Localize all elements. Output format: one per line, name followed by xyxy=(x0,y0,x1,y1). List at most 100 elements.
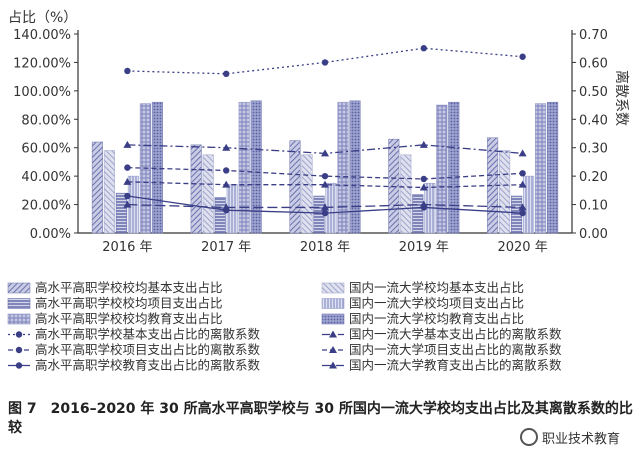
wechat-icon xyxy=(520,428,538,446)
legend-swatch xyxy=(321,298,345,309)
bar xyxy=(349,100,361,234)
bar xyxy=(91,141,103,234)
y-axis-label: 占比（%） xyxy=(8,10,77,26)
line-point xyxy=(419,200,428,208)
line-series xyxy=(127,47,523,75)
legend-label: 高水平高职学校基本支出占比的离散系数 xyxy=(35,327,261,342)
y-tick-label: 100.00% xyxy=(13,85,71,100)
legend-label: 国内一流大学教育支出占比的离散系数 xyxy=(349,358,562,373)
legend-label: 国内一流大学项目支出占比的离散系数 xyxy=(349,342,562,357)
line-series-group xyxy=(123,45,527,217)
line-point xyxy=(321,203,329,211)
legend-label: 高水平高职学校校均基本支出占比 xyxy=(35,280,223,295)
line-point xyxy=(321,149,329,157)
bar xyxy=(289,140,301,234)
legend-label: 国内一流大学校均项目支出占比 xyxy=(349,296,524,311)
bar xyxy=(250,100,262,234)
y-tick-label: 20.00% xyxy=(21,199,71,214)
line-point xyxy=(329,361,337,369)
bar xyxy=(523,175,535,234)
y2-tick-label: 0.00 xyxy=(579,227,608,242)
line-point xyxy=(419,140,428,148)
y2-tick-label: 0.60 xyxy=(579,56,608,71)
legend-swatch xyxy=(321,313,345,325)
line-point xyxy=(419,183,428,191)
bar xyxy=(436,104,448,234)
y-tick-label: 60.00% xyxy=(21,142,71,157)
watermark: 职业技术教育 xyxy=(520,428,620,447)
legend-label: 国内一流大学基本支出占比的离散系数 xyxy=(349,327,562,342)
bar xyxy=(535,103,547,234)
line-series xyxy=(127,166,523,180)
bar xyxy=(547,101,559,234)
bar xyxy=(412,194,424,234)
line-point xyxy=(321,209,329,217)
x-tick-label: 2018 年 xyxy=(300,240,350,255)
line-point xyxy=(222,143,231,151)
x-tick-label: 2016 年 xyxy=(102,240,152,255)
line-point xyxy=(124,164,131,171)
y2-tick-label: 0.40 xyxy=(579,113,608,128)
y2-tick-label: 0.50 xyxy=(579,85,608,100)
y-tick-label: 0.00% xyxy=(30,227,71,242)
legend-label: 国内一流大学校均教育支出占比 xyxy=(349,311,524,326)
line-point xyxy=(123,177,132,185)
y2-tick-label: 0.10 xyxy=(579,199,608,214)
legend-swatch xyxy=(7,298,31,309)
legend-label: 国内一流大学校均基本支出占比 xyxy=(349,280,524,295)
bar xyxy=(238,101,250,234)
line-point xyxy=(124,192,131,200)
bar xyxy=(202,154,214,234)
watermark-text: 职业技术教育 xyxy=(542,432,621,447)
line-point xyxy=(518,180,527,188)
line-point xyxy=(321,180,329,188)
x-tick-label: 2020 年 xyxy=(497,240,547,255)
legend-label: 高水平高职学校校均教育支出占比 xyxy=(35,311,223,326)
bar xyxy=(499,150,511,234)
legend-swatch xyxy=(7,313,31,325)
legend-swatch xyxy=(321,282,345,294)
line-point xyxy=(15,362,23,369)
line-series xyxy=(127,181,523,189)
line-point xyxy=(123,200,132,208)
bar xyxy=(103,150,115,234)
line-point xyxy=(519,170,526,177)
y2-tick-label: 0.20 xyxy=(579,170,608,185)
line-point xyxy=(321,172,329,180)
line-point xyxy=(223,70,230,78)
bar xyxy=(190,144,202,234)
y-tick-label: 120.00% xyxy=(13,56,71,71)
y2-axis-label: 离散系数 xyxy=(613,70,630,126)
y-tick-label: 80.00% xyxy=(21,113,71,128)
line-point xyxy=(518,203,527,211)
x-tick-label: 2017 年 xyxy=(201,240,251,255)
line-point xyxy=(519,53,526,60)
legend-label: 高水平高职学校项目支出占比的离散系数 xyxy=(35,342,261,357)
line-point xyxy=(222,203,231,211)
bar xyxy=(301,154,313,234)
y2-tick-label: 0.70 xyxy=(579,28,608,43)
line-point xyxy=(15,346,23,354)
legend-label: 高水平高职学校校均项目支出占比 xyxy=(35,296,223,311)
line-point xyxy=(420,45,427,52)
x-tick-label: 2019 年 xyxy=(399,240,449,255)
line-point xyxy=(420,175,427,183)
y2-tick-label: 0.30 xyxy=(579,142,608,157)
bar xyxy=(115,192,127,234)
line-point xyxy=(123,140,132,148)
bar xyxy=(448,101,460,234)
line-point xyxy=(124,67,131,75)
legend-swatch xyxy=(7,282,31,294)
line-point xyxy=(223,167,230,174)
line-point xyxy=(321,59,329,66)
y-tick-label: 140.00% xyxy=(13,28,71,43)
bar xyxy=(214,197,226,234)
figure-caption: 图 7 2016–2020 年 30 所高水平高职学校与 30 所国内一流大学校… xyxy=(8,401,633,436)
line-point xyxy=(518,149,527,157)
bar xyxy=(151,101,163,234)
legend-label: 高水平高职学校教育支出占比的离散系数 xyxy=(35,358,261,373)
line-point xyxy=(222,180,231,188)
legend: 高水平高职学校校均基本支出占比 国内一流大学校均基本支出占比高水平高职学校校均项目… xyxy=(7,280,562,373)
line-point xyxy=(15,331,23,338)
